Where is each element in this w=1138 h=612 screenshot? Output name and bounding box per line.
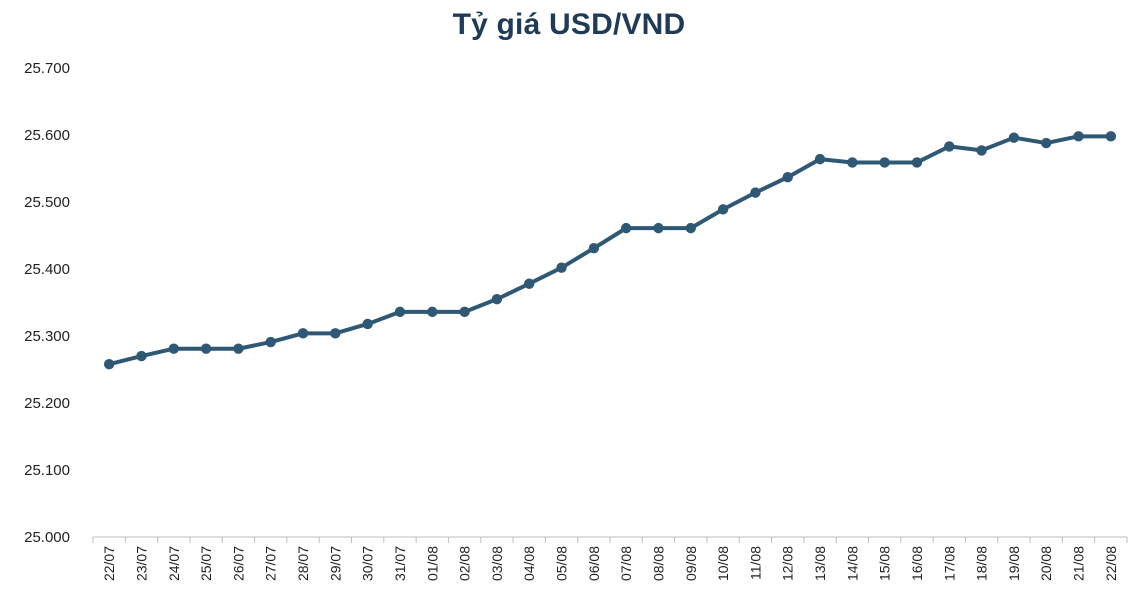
x-tick-label: 20/08 [1038,546,1054,581]
x-tick-label: 03/08 [489,546,505,581]
data-point [750,187,761,198]
y-tick-label: 25.200 [24,395,70,412]
data-point [427,306,438,318]
y-tick-label: 25.100 [24,462,70,479]
data-point [491,293,503,305]
x-tick-label: 27/07 [263,546,279,581]
x-tick-label: 09/08 [683,546,699,581]
x-tick-label: 22/08 [1103,546,1119,581]
y-tick-label: 25.600 [24,127,70,144]
x-tick-label: 08/08 [650,546,666,581]
y-tick-label: 25.000 [24,529,70,546]
x-tick-label: 17/08 [941,546,957,581]
data-point [1041,137,1052,149]
x-tick-label: 02/08 [457,546,473,581]
x-tick-label: 31/07 [392,546,408,581]
data-point [1008,132,1020,143]
data-point [394,306,406,318]
x-tick-label: 14/08 [844,546,860,581]
chart-title: Tỷ giá USD/VND [452,8,686,41]
x-tick-label: 05/08 [554,546,570,581]
x-tick-label: 16/08 [909,546,925,581]
data-point [944,141,955,152]
data-point [653,222,664,234]
x-tick-label: 22/07 [101,546,117,581]
x-tick-label: 19/08 [1006,546,1022,581]
y-tick-label: 25.300 [24,328,70,345]
x-axis-tick-marks [92,537,1128,543]
data-point [362,318,373,330]
x-tick-label: 10/08 [715,546,731,581]
data-point [330,328,341,339]
x-tick-label: 30/07 [360,546,376,581]
data-point [524,278,535,289]
series-points [103,131,1117,370]
data-point [1073,131,1084,142]
y-tick-label: 25.700 [24,60,70,77]
series-line-usd-vnd [107,134,1113,367]
data-point [879,157,890,168]
data-point [459,306,470,318]
data-point [136,350,147,362]
x-tick-label: 28/07 [295,546,311,581]
data-point [200,343,212,354]
data-point [620,222,632,234]
data-point [782,172,793,183]
data-point [103,358,115,370]
x-tick-label: 25/07 [198,546,214,581]
x-tick-label: 01/08 [424,546,440,581]
data-point [168,343,179,354]
y-axis-tick-labels: 25.000 25.100 25.200 25.300 25.400 25.500 25.6… [24,60,70,546]
data-point [1105,131,1117,142]
x-tick-label: 26/07 [230,546,246,581]
data-point [297,328,309,339]
x-tick-label: 04/08 [521,546,537,581]
data-point [976,145,987,156]
y-tick-label: 25.400 [24,261,70,278]
x-tick-label: 07/08 [618,546,634,581]
data-point [588,243,600,254]
x-tick-label: 15/08 [877,546,893,581]
x-tick-label: 13/08 [812,546,828,581]
data-point [911,157,923,168]
y-tick-label: 25.500 [24,194,70,211]
x-tick-label: 23/07 [133,546,149,581]
data-point [717,204,729,215]
data-point [685,222,696,234]
x-tick-label: 11/08 [747,546,763,580]
x-tick-label: 21/08 [1071,546,1087,581]
data-point [847,157,858,168]
data-point [814,153,826,165]
x-tick-label: 06/08 [586,546,602,581]
x-tick-label: 29/07 [327,546,343,581]
data-point [233,343,244,354]
x-tick-label: 12/08 [780,546,796,581]
data-point [556,262,567,273]
x-tick-label: 24/07 [166,546,182,581]
data-point [265,336,276,348]
x-axis-tick-labels: 22/07 23/07 24/07 25/07 26/07 27/07 28/07 29/07… [101,546,1119,581]
x-tick-label: 18/08 [974,546,990,581]
